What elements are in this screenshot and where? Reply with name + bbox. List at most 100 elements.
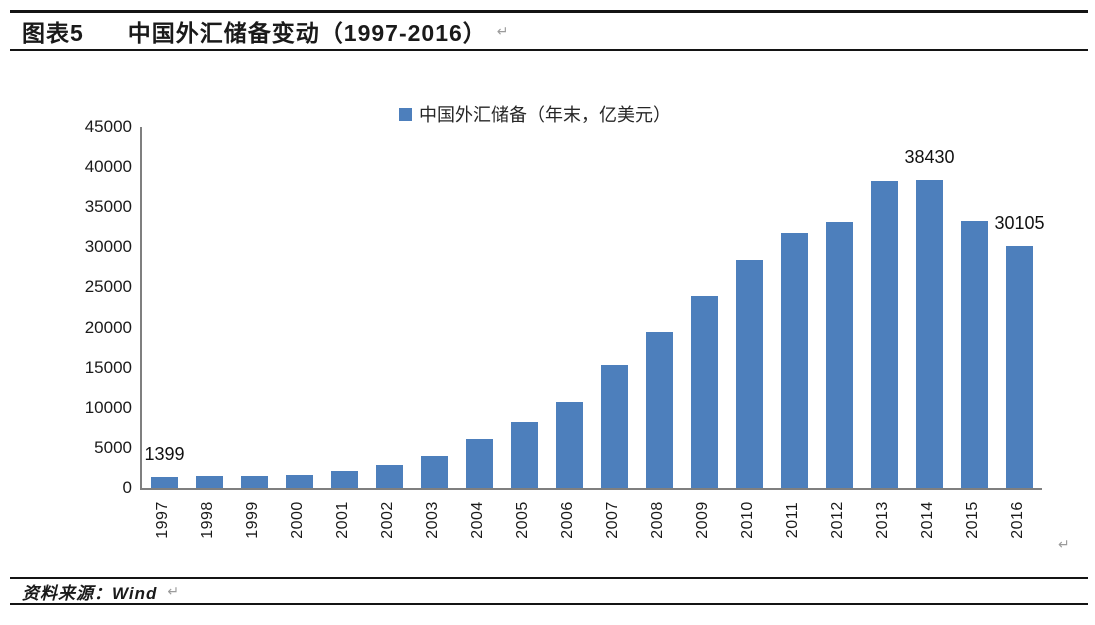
bar-2006 <box>556 402 583 488</box>
bar-2015 <box>961 221 988 488</box>
bar-slot-1998 <box>187 127 232 488</box>
bar-2011 <box>781 233 808 488</box>
x-tick-1998: 1998 <box>185 491 230 549</box>
y-tick-label: 40000 <box>84 157 132 177</box>
x-tick-2013: 2013 <box>860 491 905 549</box>
x-tick-label: 2004 <box>468 501 486 539</box>
bar-2002 <box>376 465 403 488</box>
x-tick-2015: 2015 <box>950 491 995 549</box>
x-tick-2002: 2002 <box>365 491 410 549</box>
bar-slot-2003 <box>412 127 457 488</box>
x-tick-2005: 2005 <box>500 491 545 549</box>
bar-slot-2007 <box>592 127 637 488</box>
y-tick-label: 25000 <box>84 277 132 297</box>
bar-2016 <box>1006 246 1033 488</box>
bar-2003 <box>421 456 448 488</box>
chart-title-band: 图表5 中国外汇储备变动（1997-2016） ↵ <box>10 10 1088 51</box>
paragraph-return-icon: ↵ <box>496 22 509 39</box>
x-tick-2009: 2009 <box>680 491 725 549</box>
x-tick-2010: 2010 <box>725 491 770 549</box>
bar-2007 <box>601 365 628 488</box>
bar-slot-2014: 38430 <box>904 127 955 488</box>
y-tick-label: 5000 <box>94 437 132 457</box>
bar-slot-2000 <box>277 127 322 488</box>
x-tick-2001: 2001 <box>320 491 365 549</box>
legend-label: 中国外汇储备（年末，亿美元） <box>419 105 671 125</box>
source-band: 资料来源：Wind ↵ <box>10 577 1088 605</box>
x-tick-1999: 1999 <box>230 491 275 549</box>
bar-slot-1997: 1399 <box>142 127 187 488</box>
x-tick-label: 2007 <box>603 501 621 539</box>
plot-area: 1399 38430 30105 <box>140 127 1045 490</box>
x-tick-label: 2014 <box>918 501 936 539</box>
x-axis: 1997 1998 1999 2000 2001 2002 2003 2004 2005 2006… <box>140 491 1040 549</box>
y-tick-label: 45000 <box>84 117 132 136</box>
y-tick-label: 20000 <box>84 317 132 337</box>
x-tick-label: 2016 <box>1008 501 1026 539</box>
x-tick-2008: 2008 <box>635 491 680 549</box>
x-tick-label: 2006 <box>558 501 576 539</box>
data-label-1997: 1399 <box>144 444 185 464</box>
paragraph-return-icon: ↵ <box>167 582 180 599</box>
bar-1998 <box>196 476 223 488</box>
legend-swatch-icon <box>399 107 412 121</box>
x-tick-label: 2008 <box>648 501 666 539</box>
bar-slot-2006 <box>547 127 592 488</box>
bar-slot-2005 <box>502 127 547 488</box>
bar-slot-2009 <box>682 127 727 488</box>
x-tick-label: 2011 <box>783 501 801 539</box>
x-tick-label: 2003 <box>423 501 441 539</box>
y-tick-label: 35000 <box>84 197 132 217</box>
x-tick-2014: 2014 <box>905 491 950 549</box>
figure-label: 图表5 <box>22 20 84 46</box>
x-tick-label: 1999 <box>243 501 261 539</box>
bar-slot-2013 <box>862 127 907 488</box>
x-tick-1997: 1997 <box>140 491 185 549</box>
bar-2005 <box>511 422 538 488</box>
x-tick-2006: 2006 <box>545 491 590 549</box>
x-tick-label: 2009 <box>693 501 711 539</box>
bar-slot-2010 <box>727 127 772 488</box>
bar-slot-2011 <box>772 127 817 488</box>
bar-slot-2008 <box>637 127 682 488</box>
bar-slot-2012 <box>817 127 862 488</box>
x-tick-2012: 2012 <box>815 491 860 549</box>
x-tick-label: 2013 <box>873 501 891 539</box>
bar-slot-2016: 30105 <box>994 127 1045 488</box>
y-axis: 0 5000 10000 15000 20000 25000 30000 35000 40000… <box>36 117 132 497</box>
bar-slot-2001 <box>322 127 367 488</box>
x-tick-label: 1997 <box>153 501 171 539</box>
x-tick-2003: 2003 <box>410 491 455 549</box>
x-tick-2011: 2011 <box>770 491 815 549</box>
x-tick-label: 1998 <box>198 501 216 539</box>
x-tick-label: 2012 <box>828 501 846 539</box>
bar-2012 <box>826 222 853 488</box>
x-tick-2000: 2000 <box>275 491 320 549</box>
bar-2010 <box>736 260 763 488</box>
y-tick-label: 10000 <box>84 397 132 417</box>
bar-1997 <box>151 477 178 488</box>
x-tick-2004: 2004 <box>455 491 500 549</box>
x-tick-2007: 2007 <box>590 491 635 549</box>
bar-2013 <box>871 181 898 488</box>
y-tick-label: 0 <box>122 478 132 497</box>
bar-2000 <box>286 475 313 488</box>
bar-2009 <box>691 296 718 488</box>
bar-2014 <box>916 180 943 488</box>
x-tick-2016: 2016 <box>995 491 1040 549</box>
y-tick-label: 30000 <box>84 237 132 257</box>
bar-slot-2015 <box>952 127 997 488</box>
page-title: 中国外汇储备变动（1997-2016） <box>127 20 487 46</box>
source-text: 资料来源：Wind <box>22 583 158 603</box>
bar-2004 <box>466 439 493 488</box>
bar-2008 <box>646 332 673 488</box>
x-tick-label: 2010 <box>738 501 756 539</box>
x-tick-label: 2015 <box>963 501 981 539</box>
data-label-2014: 38430 <box>904 147 955 167</box>
y-tick-label: 15000 <box>84 357 132 377</box>
x-tick-label: 2002 <box>378 501 396 539</box>
x-tick-label: 2000 <box>288 501 306 539</box>
bar-slot-2004 <box>457 127 502 488</box>
x-tick-label: 2001 <box>333 501 351 539</box>
